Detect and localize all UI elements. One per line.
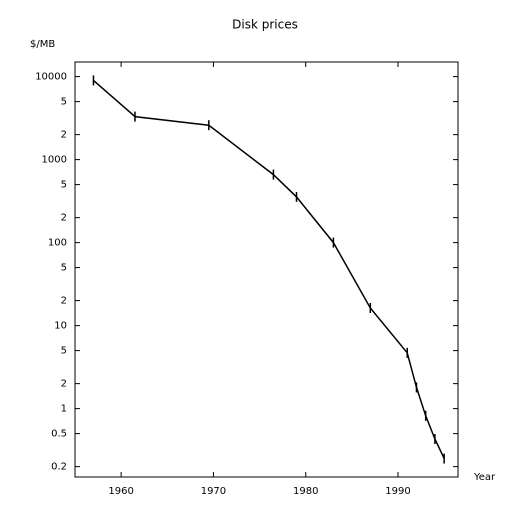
data-line	[93, 79, 445, 459]
y-tick-label: 5	[61, 346, 67, 357]
chart-title: Disk prices	[232, 18, 298, 32]
y-axis-label: $/MB	[30, 39, 55, 50]
y-tick-label: 2	[61, 379, 67, 390]
y-tick-label: 10	[54, 321, 67, 332]
x-tick-label: 1980	[293, 486, 318, 497]
y-tick-label: 0.5	[51, 429, 67, 440]
y-tick-label: 5	[61, 180, 67, 191]
y-tick-label: 2	[61, 213, 67, 224]
y-tick-label: 100	[48, 238, 67, 249]
y-tick-label: 2	[61, 130, 67, 141]
y-tick-label: 5	[61, 97, 67, 108]
y-tick-label: 2	[61, 296, 67, 307]
y-tick-label: 1000	[42, 155, 67, 166]
plot-frame	[74, 61, 459, 478]
y-tick-label: 1	[61, 404, 67, 415]
x-axis-label: Year	[473, 472, 496, 483]
y-tick-label: 5	[61, 263, 67, 274]
y-tick-label: 10000	[35, 72, 67, 83]
x-tick-label: 1960	[108, 486, 133, 497]
y-tick-label: 0.2	[51, 462, 67, 473]
x-tick-label: 1990	[385, 486, 410, 497]
x-tick-label: 1970	[201, 486, 226, 497]
